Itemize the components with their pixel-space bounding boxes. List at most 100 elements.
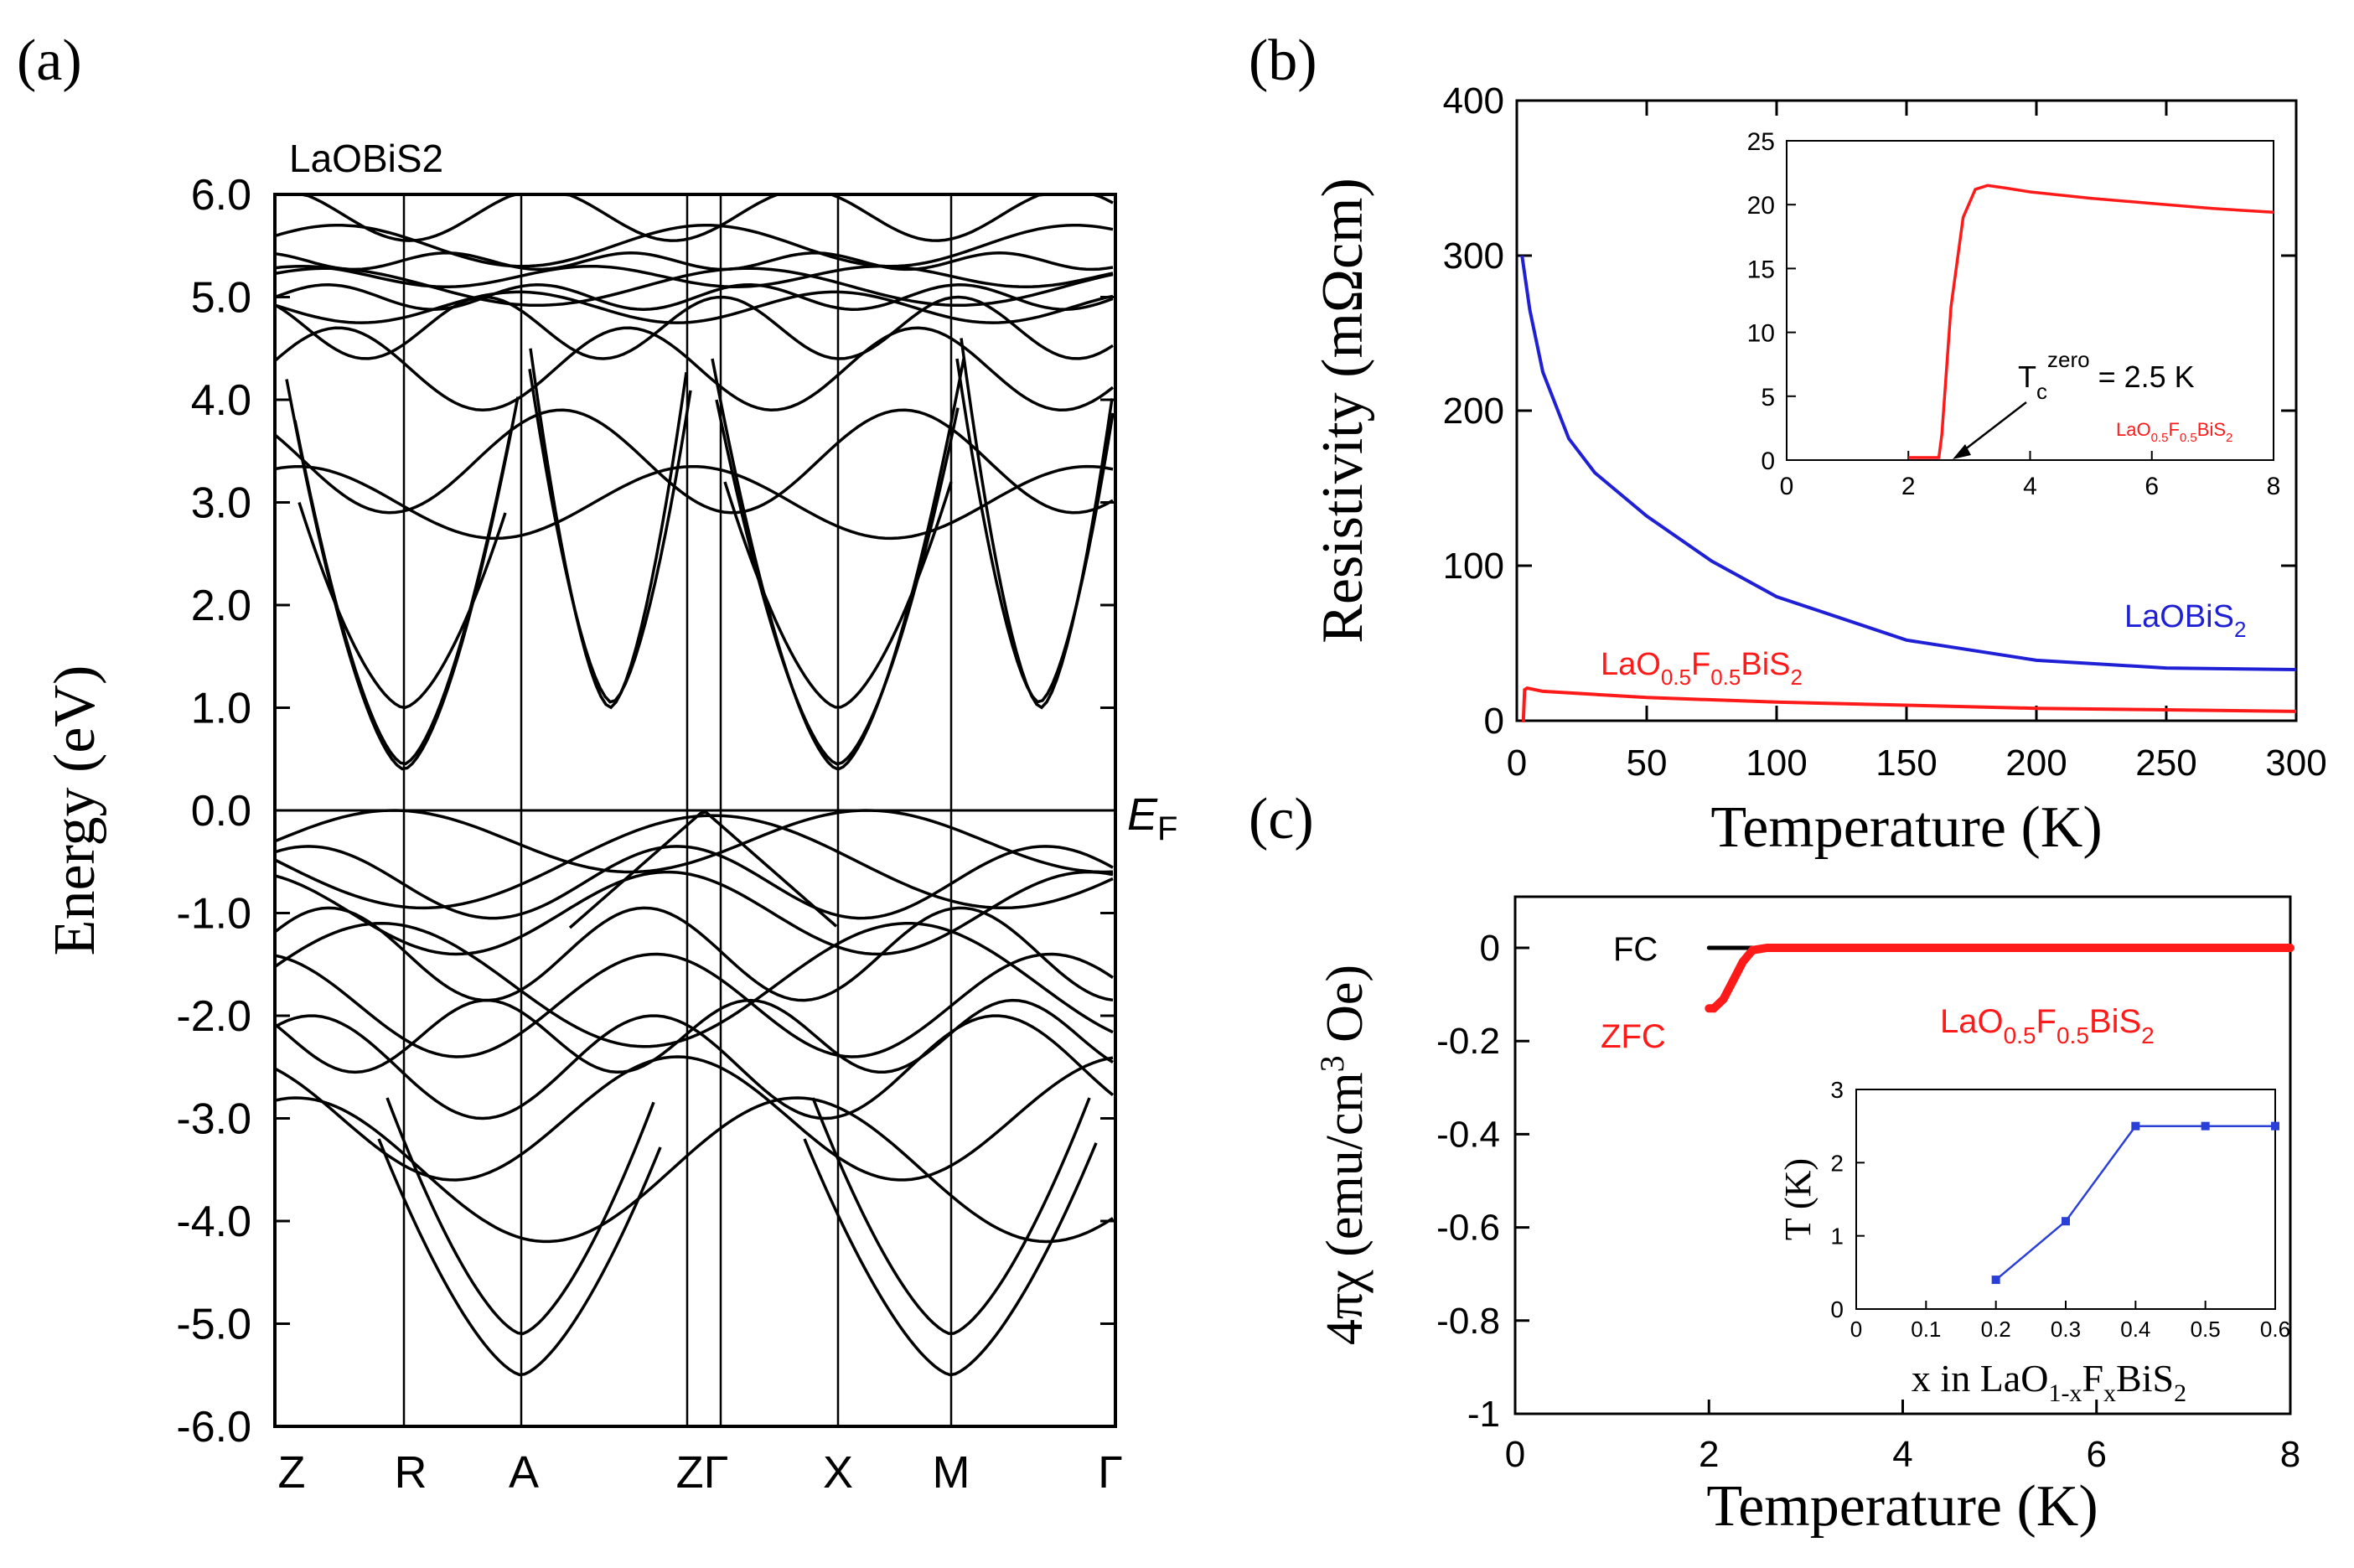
kpoint-label: X xyxy=(823,1447,853,1498)
inset-x-tick-label: 4 xyxy=(2023,473,2037,500)
energy-tick-label: 6.0 xyxy=(191,171,251,220)
x-tick-label: 0 xyxy=(1507,743,1527,784)
band-line xyxy=(273,906,1114,1002)
doped-series-label: LaO0.5F0.5BiS2 xyxy=(1601,647,1803,690)
tc-arrow xyxy=(1960,401,2027,453)
inset-y-tick-label: 15 xyxy=(1747,256,1775,283)
resistivity-xlabel: Temperature (K) xyxy=(1710,795,2102,860)
band-line xyxy=(385,1097,655,1336)
band-line xyxy=(274,464,1114,541)
tc-inset-y-tick-label: 1 xyxy=(1830,1224,1844,1250)
susceptibility-compound-label: LaO0.5F0.5BiS2 xyxy=(1940,1003,2155,1048)
energy-tick-label: -3.0 xyxy=(176,1095,251,1144)
y-tick-label: 400 xyxy=(1443,80,1504,122)
tc-inset-series xyxy=(1991,1121,2279,1285)
inset-x-tick-label: 0 xyxy=(1780,473,1794,500)
tc-inset-x-tick-label: 0.6 xyxy=(2260,1317,2290,1342)
band-line xyxy=(293,420,513,766)
inset-y-tick-label: 5 xyxy=(1761,384,1775,411)
band-line xyxy=(273,326,1115,411)
x-tick-label: 150 xyxy=(1875,743,1937,784)
band-line xyxy=(955,358,1115,704)
zfc-label: ZFC xyxy=(1601,1018,1666,1055)
tc-zero-annotation: Tczero = 2.5 K xyxy=(2018,347,2195,404)
band-line xyxy=(811,1097,1091,1335)
y-tick-label: 300 xyxy=(1443,235,1504,277)
susceptibility-ylabel: 4πχ (emu/cm3 Oe) xyxy=(1313,965,1374,1345)
energy-tick-label: 3.0 xyxy=(191,479,251,528)
series-line-lao05f05bis2 xyxy=(1521,686,2297,722)
kpoint-label: R xyxy=(395,1447,427,1498)
kpoint-label: M xyxy=(933,1447,970,1498)
band-line xyxy=(274,295,1114,360)
energy-tick-label: 0.0 xyxy=(191,787,251,836)
inset-y-tick-label: 20 xyxy=(1747,192,1775,220)
series-line-zfc xyxy=(1705,944,2295,1013)
x-tick-label: 4 xyxy=(1892,1434,1912,1475)
tc-inset-x-tick-label: 0.3 xyxy=(2051,1317,2081,1342)
band-line xyxy=(274,265,1114,288)
tc-inset-x-tick-label: 0.2 xyxy=(1981,1317,2011,1342)
band-line xyxy=(274,1014,1115,1120)
tc-inset-x-tick-label: 0.5 xyxy=(2191,1317,2221,1342)
y-tick-label: -1 xyxy=(1467,1394,1500,1435)
energy-tick-label: 2.0 xyxy=(191,582,251,630)
band-line xyxy=(274,267,1114,308)
fc-label: FC xyxy=(1613,931,1658,968)
energy-tick-label: -2.0 xyxy=(176,992,251,1041)
tc-inset-y-tick-label: 0 xyxy=(1830,1296,1844,1322)
tc-vs-x-inset: 0 0.1 0.2 0.3 0.4 0.5 0.6 0 1 2 3 T (K) x in LaO1-… xyxy=(1777,1077,2290,1407)
tc-inset-ylabel: T (K) xyxy=(1777,1158,1819,1240)
energy-tick-labels: 6.0 5.0 4.0 3.0 2.0 1.0 0.0 -1.0 -2.0 -3.0 -4.0 -5.… xyxy=(176,171,1115,1452)
x-tick-label: 250 xyxy=(2135,743,2196,784)
kpoint-labels: Z R A ZΓ X M Γ xyxy=(278,1447,1123,1498)
y-tick-label: 0 xyxy=(1484,701,1504,742)
band-line xyxy=(711,358,965,771)
tc-inset-y-tick-label: 3 xyxy=(1830,1077,1844,1103)
energy-tick-label: -4.0 xyxy=(176,1198,251,1246)
susceptibility-xlabel: Temperature (K) xyxy=(1706,1474,2098,1539)
x-tick-label: 50 xyxy=(1627,743,1668,784)
kpoint-label: ZΓ xyxy=(676,1447,729,1498)
y-tick-label: 200 xyxy=(1443,391,1504,432)
band-line xyxy=(274,251,1114,272)
energy-tick-label: 4.0 xyxy=(191,376,251,425)
susceptibility-panel: (c) 0 2 4 6 8 0 -0.2 -0.4 -0.6 -0.8 -1 Temperature… xyxy=(1249,787,2300,1539)
band-line xyxy=(274,922,1114,1048)
inset-series-line xyxy=(1908,184,2274,459)
inset-y-tick-label: 25 xyxy=(1747,128,1775,156)
inset-compound-label: LaO0.5F0.5BiS2 xyxy=(2116,419,2232,445)
x-tick-label: 200 xyxy=(2005,743,2067,784)
band-structure-panel: (a) LaOBiS2 6.0 5.0 4.0 3.0 2.0 1.0 0.0 -1.0 -2.… xyxy=(17,28,1177,1498)
x-tick-label: 100 xyxy=(1746,743,1807,784)
x-tick-label: 6 xyxy=(2087,1434,2107,1475)
tc-inset-point xyxy=(2201,1121,2210,1131)
resistivity-ylabel: Resistivity (mΩcm) xyxy=(1311,178,1375,644)
energy-tick-label: -6.0 xyxy=(176,1403,251,1452)
tc-inset-x-tick-label: 0.4 xyxy=(2120,1317,2150,1342)
energy-tick-label: -5.0 xyxy=(176,1301,251,1349)
tc-inset-point xyxy=(2062,1217,2070,1226)
band-line xyxy=(274,814,1114,910)
series-line-laobis2 xyxy=(1520,255,2297,671)
y-tick-label: -0.6 xyxy=(1436,1208,1500,1249)
band-line xyxy=(568,810,838,929)
inset-x-tick-label: 8 xyxy=(2267,473,2281,500)
band-line xyxy=(297,501,507,710)
band-line xyxy=(274,952,1114,1058)
energy-tick-label: -1.0 xyxy=(176,890,251,939)
kpoint-label: A xyxy=(509,1447,539,1498)
tc-inset-point xyxy=(2271,1121,2279,1131)
band-line xyxy=(274,845,1114,920)
tc-inset-xlabel: x in LaO1-xFxBiS2 xyxy=(1912,1357,2186,1407)
resistivity-series xyxy=(1520,255,2297,722)
kpoint-label: Z xyxy=(278,1447,306,1498)
band-plot-frame xyxy=(273,193,1117,1428)
panel-label-c: (c) xyxy=(1249,787,1314,851)
resistivity-inset: 0 2 4 6 8 0 5 10 15 20 25 Tczero = 2.5 K LaO0.5F0.… xyxy=(1747,128,2281,500)
band-line xyxy=(377,1138,662,1377)
tc-inset-point xyxy=(2131,1121,2140,1131)
band-line xyxy=(529,348,688,710)
